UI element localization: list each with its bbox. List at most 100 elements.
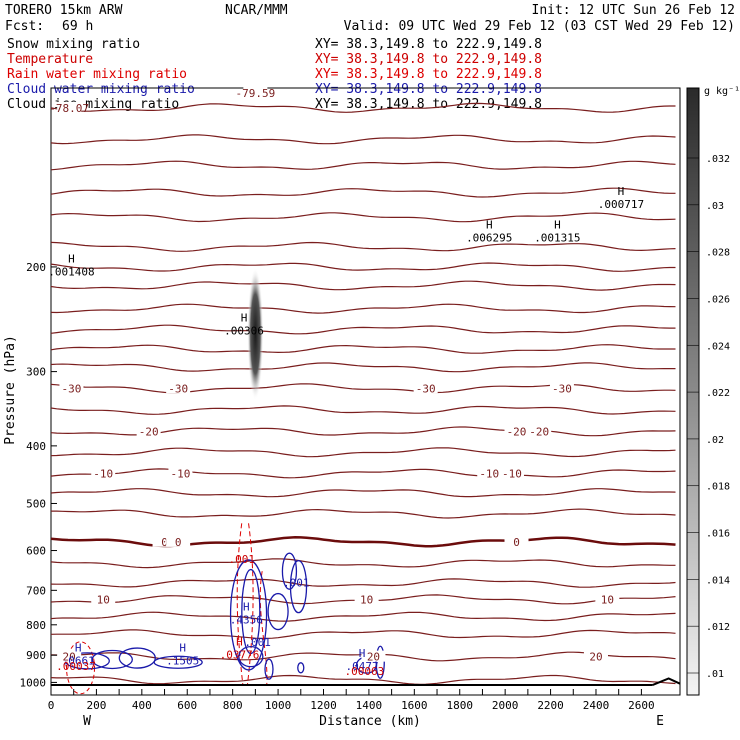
isotherm-line — [50, 160, 676, 171]
max-marker: H — [236, 636, 243, 649]
colorbar-label: .026 — [706, 294, 730, 305]
valid-time: Valid: 09 UTC Wed 29 Feb 12 (03 CST Wed … — [344, 19, 735, 34]
fcst-value: 69 h — [62, 19, 93, 34]
isotherm-line — [50, 405, 676, 415]
field-name: Snow mixing ratio — [7, 37, 140, 52]
terrain-ridge — [652, 677, 681, 686]
cloud-water-contour — [267, 592, 289, 631]
field-xy: XY= 38.3,149.8 to 222.9,149.8 — [315, 52, 542, 67]
max-marker: H — [359, 647, 366, 660]
colorbar-unit: g kg⁻¹ — [704, 86, 740, 97]
isotherm-label-bg — [413, 382, 438, 394]
isotherm-label: -78.07 — [49, 102, 89, 115]
y-axis: 200 300 400 500 600 700 800 900 1000 — [20, 261, 57, 689]
isotherm-label: 0 — [161, 536, 168, 549]
colorbar-label: .028 — [706, 248, 730, 259]
field-name: Cloud ice mixing ratio — [7, 97, 179, 112]
isotherm-label-bg — [136, 425, 161, 437]
max-marker: H — [618, 185, 625, 198]
x-tick-label: 1600 — [401, 699, 428, 712]
isotherm-line — [50, 362, 676, 373]
y-tick-label: 300 — [26, 366, 46, 379]
isotherm-line — [50, 611, 676, 622]
isotherm-line — [50, 536, 676, 548]
max-value-label: .1505 — [166, 654, 199, 667]
x-tick-label: 1400 — [356, 699, 383, 712]
max-marker: H — [554, 219, 561, 232]
max-value-label: .0477 — [346, 660, 379, 673]
isotherm-line — [50, 488, 676, 498]
isotherm-label: 10 — [97, 593, 110, 606]
cloud-water-contour — [118, 647, 156, 669]
max-marker: H — [75, 641, 82, 654]
colorbar-label: .032 — [706, 154, 730, 165]
isotherm-label-bg — [477, 467, 502, 479]
field-list: Snow mixing ratio XY= 38.3,149.8 to 222.9… — [7, 37, 542, 112]
y-tick-label: 700 — [26, 584, 46, 597]
colorbar-label: .012 — [706, 622, 730, 633]
isotherm-label-bg — [166, 382, 191, 394]
isotherm-label: -20 — [507, 425, 527, 438]
isotherm-line — [50, 212, 676, 223]
max-value-label: .00037 — [56, 660, 96, 673]
max-value-label: .4356 — [230, 614, 263, 627]
isotherm-line — [50, 102, 676, 113]
isotherm-line — [50, 241, 676, 252]
plot-area: -79.59-78.07-30 -30 -30 -30-20 -20 -20-10 -10-… — [48, 87, 681, 695]
cloud-water-contour — [375, 645, 385, 679]
max-marker: H — [243, 601, 250, 614]
max-marker: H — [179, 641, 186, 654]
isotherm-label-bg — [166, 535, 191, 547]
colorbar-label: .02 — [706, 435, 724, 446]
isotherm-line — [50, 262, 676, 272]
isotherm-label-bg — [168, 467, 193, 479]
y-tick-label: 800 — [26, 619, 46, 632]
cloud-water-contour — [153, 655, 203, 669]
y-tick-label: 900 — [26, 649, 46, 662]
field-name: Rain water mixing ratio — [7, 67, 187, 82]
max-marker: H — [486, 219, 493, 232]
isotherm-label-bg — [91, 467, 116, 479]
isotherm-line — [50, 134, 676, 145]
cloud-water-contour — [297, 662, 305, 674]
x-tick-label: 2600 — [628, 699, 655, 712]
isotherm-label: 10 — [601, 593, 614, 606]
x-tick-label: 2000 — [492, 699, 519, 712]
isotherm-line — [50, 344, 676, 354]
isotherm-line — [50, 558, 676, 569]
cloud-water-contour — [238, 645, 264, 668]
isotherm-label: -30 — [552, 382, 572, 395]
isotherm-label: 20 — [367, 651, 380, 664]
field-xy: XY= 38.3,149.8 to 222.9,149.8 — [315, 97, 542, 112]
max-value-label: .00063 — [344, 665, 384, 678]
isotherm-label: -10 — [502, 467, 522, 480]
isotherm-label: -79.59 — [235, 87, 275, 100]
isotherm-line — [50, 629, 676, 639]
isotherm-label: -20 — [529, 425, 549, 438]
isotherm-label-bg — [504, 425, 529, 437]
field-name: Temperature — [7, 52, 93, 67]
y-tick-label: 1000 — [20, 676, 47, 689]
isotherm-line — [50, 468, 676, 479]
isotherm-label: -30 — [416, 382, 436, 395]
isotherm-label-bg — [57, 650, 82, 662]
isotherm-line — [50, 303, 676, 314]
x-tick-label: 800 — [223, 699, 243, 712]
x-axis-label: Distance (km) — [319, 714, 421, 729]
y-axis-label: Pressure (hPa) — [3, 335, 18, 445]
cloud-water-contour — [281, 552, 298, 590]
y-tick-label: 200 — [26, 261, 46, 274]
isotherm-label: -10 — [170, 467, 190, 480]
field-xy: XY= 38.3,149.8 to 222.9,149.8 — [315, 37, 542, 52]
max-value-label: .001408 — [48, 265, 94, 278]
x-tick-label: 400 — [132, 699, 152, 712]
isotherm-label-bg — [91, 593, 116, 605]
isotherm-line — [50, 383, 676, 394]
isotherm-line — [50, 280, 676, 291]
isotherm-line — [50, 324, 676, 335]
cloud-water-contour — [264, 658, 274, 680]
isotherm-label: 0 — [513, 536, 520, 549]
fcst-label: Fcst: — [5, 19, 44, 34]
isotherm-line — [50, 447, 676, 458]
isotherm-label: -30 — [168, 382, 188, 395]
